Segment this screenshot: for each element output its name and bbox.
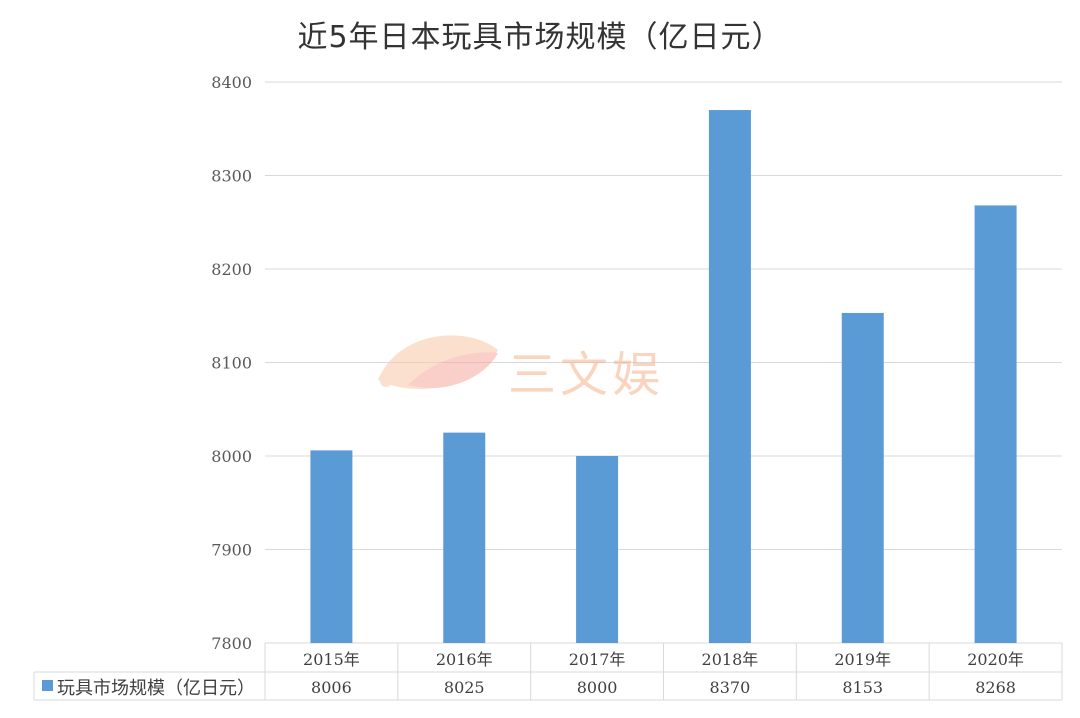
watermark-text: 三文娱 bbox=[508, 347, 665, 403]
x-tick-label: 2018年 bbox=[702, 650, 759, 669]
chart-title: 近5年日本玩具市场规模（亿日元） bbox=[297, 20, 783, 55]
bar bbox=[576, 456, 619, 643]
data-value: 8006 bbox=[311, 678, 352, 697]
y-tick-label: 7900 bbox=[211, 541, 252, 560]
y-tick-label: 8200 bbox=[211, 260, 252, 279]
y-tick-label: 8000 bbox=[211, 447, 252, 466]
bar bbox=[841, 312, 884, 643]
y-tick-label: 7800 bbox=[211, 634, 252, 653]
watermark-logo: 三文娱 bbox=[368, 325, 668, 405]
data-value: 8370 bbox=[710, 678, 751, 697]
bar bbox=[443, 432, 486, 643]
data-value: 8025 bbox=[444, 678, 485, 697]
y-tick-label: 8100 bbox=[211, 354, 252, 373]
y-tick-label: 8400 bbox=[211, 73, 252, 92]
data-value: 8153 bbox=[842, 678, 883, 697]
y-tick-label: 8300 bbox=[211, 167, 252, 186]
x-tick-label: 2019年 bbox=[834, 650, 891, 669]
x-tick-label: 2020年 bbox=[967, 650, 1024, 669]
x-tick-label: 2016年 bbox=[436, 650, 493, 669]
bar bbox=[708, 110, 751, 644]
x-tick-label: 2015年 bbox=[303, 650, 360, 669]
data-value: 8268 bbox=[975, 678, 1016, 697]
data-value: 8000 bbox=[577, 678, 618, 697]
legend-swatch bbox=[42, 680, 53, 691]
bar bbox=[310, 450, 353, 643]
watermark-icon bbox=[378, 335, 498, 389]
bar bbox=[974, 205, 1017, 644]
legend-label: 玩具市场规模（亿日元） bbox=[57, 678, 255, 699]
x-tick-label: 2017年 bbox=[569, 650, 626, 669]
